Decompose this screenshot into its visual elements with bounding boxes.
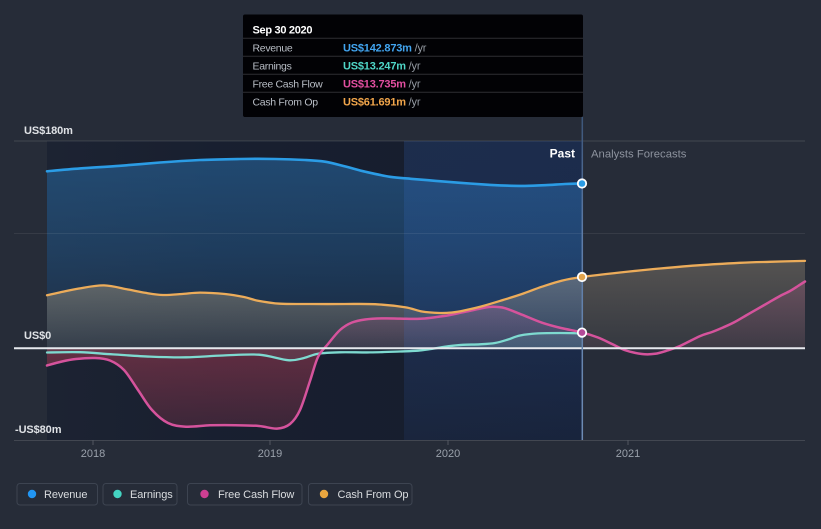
svg-text:US$180m: US$180m [24,125,73,137]
svg-text:Sep 30 2020: Sep 30 2020 [253,25,313,37]
svg-text:US$13.735m /yr: US$13.735m /yr [343,79,421,91]
svg-text:Revenue: Revenue [253,43,293,55]
svg-text:US$0: US$0 [24,330,51,342]
svg-text:Analysts Forecasts: Analysts Forecasts [591,149,687,161]
svg-text:US$142.873m /yr: US$142.873m /yr [343,43,427,55]
svg-text:2020: 2020 [436,448,460,460]
svg-text:2021: 2021 [616,448,640,460]
svg-text:Earnings: Earnings [253,61,292,73]
svg-text:Free Cash Flow: Free Cash Flow [253,79,324,91]
svg-text:Free Cash Flow: Free Cash Flow [218,489,294,501]
svg-text:2018: 2018 [81,448,105,460]
svg-text:Past: Past [550,147,575,161]
svg-text:Cash From Op: Cash From Op [253,97,319,109]
svg-text:-US$80m: -US$80m [15,424,62,436]
svg-text:Earnings: Earnings [130,489,173,501]
svg-text:Revenue: Revenue [44,489,87,501]
svg-text:US$61.691m /yr: US$61.691m /yr [343,97,421,109]
svg-text:2019: 2019 [258,448,282,460]
svg-text:US$13.247m /yr: US$13.247m /yr [343,61,421,73]
svg-text:Cash From Op: Cash From Op [338,489,409,501]
